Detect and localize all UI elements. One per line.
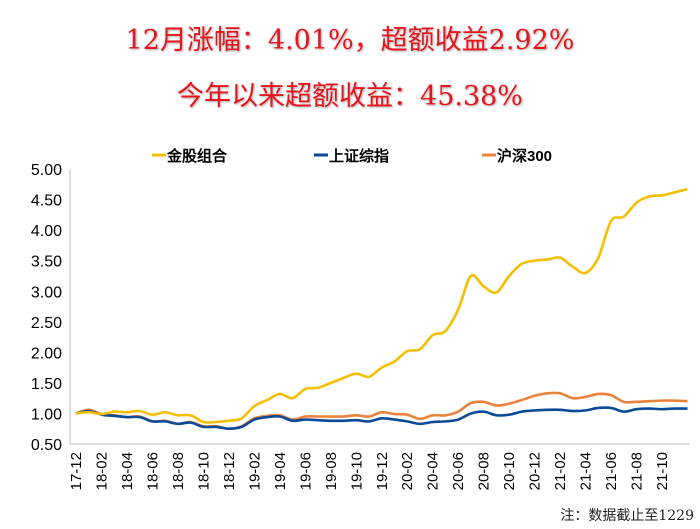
headline-monthly-return: 12月涨幅：4.01%，超额收益2.92% xyxy=(125,25,575,56)
legend-item-1: 上证综指 xyxy=(314,147,389,165)
x-tick-label: 19-06 xyxy=(297,452,314,490)
y-tick-label: 4.50 xyxy=(31,193,62,210)
x-tick-label: 20-04 xyxy=(425,452,442,490)
y-tick-label: 2.00 xyxy=(31,345,62,362)
x-tick-label: 21-04 xyxy=(578,452,595,490)
x-tick-label: 19-12 xyxy=(374,452,391,490)
x-tick-label: 18-02 xyxy=(93,452,110,490)
x-tick-label: 21-06 xyxy=(603,452,620,490)
legend-item-2: 沪深300 xyxy=(482,147,552,165)
x-tick-label: 21-02 xyxy=(552,452,569,490)
y-tick-label: 1.50 xyxy=(31,376,62,393)
x-tick-label: 20-08 xyxy=(476,452,493,490)
x-tick-label: 18-04 xyxy=(119,452,136,490)
x-tick-label: 20-10 xyxy=(501,452,518,490)
x-tick-label: 20-12 xyxy=(527,452,544,490)
legend-item-0: 金股组合 xyxy=(152,147,228,165)
x-tick-label: 20-06 xyxy=(450,452,467,490)
x-tick-label: 18-08 xyxy=(170,452,187,490)
legend-label: 沪深300 xyxy=(497,147,552,165)
y-tick-label: 1.00 xyxy=(31,406,62,423)
x-tick-label: 18-12 xyxy=(221,452,238,490)
x-tick-label: 21-10 xyxy=(654,452,671,490)
x-tick-label: 19-04 xyxy=(272,452,289,490)
y-tick-label: 3.00 xyxy=(31,284,62,301)
headline-ytd-excess: 今年以来超额收益：45.38% xyxy=(177,81,523,112)
x-tick-label: 21-08 xyxy=(629,452,646,490)
x-tick-label: 18-10 xyxy=(195,452,212,490)
x-tick-label: 19-02 xyxy=(246,452,263,490)
x-tick-label: 19-08 xyxy=(323,452,340,490)
series-line-1 xyxy=(75,406,688,431)
x-tick-label: 20-02 xyxy=(399,452,416,490)
y-tick-label: 2.50 xyxy=(31,315,62,332)
x-tick-label: 17-12 xyxy=(68,452,85,490)
x-tick-label: 19-10 xyxy=(348,452,365,490)
data-note: 注：数据截止至1229 xyxy=(560,508,694,524)
series-line-0 xyxy=(75,187,688,424)
y-tick-label: 4.00 xyxy=(31,223,62,240)
legend-label: 上证综指 xyxy=(329,147,389,165)
x-tick-label: 18-06 xyxy=(144,452,161,490)
y-tick-label: 0.50 xyxy=(31,437,62,454)
series-line-2 xyxy=(75,391,688,431)
y-tick-label: 3.50 xyxy=(31,254,62,271)
y-tick-label: 5.00 xyxy=(31,162,62,179)
legend-label: 金股组合 xyxy=(166,147,228,165)
